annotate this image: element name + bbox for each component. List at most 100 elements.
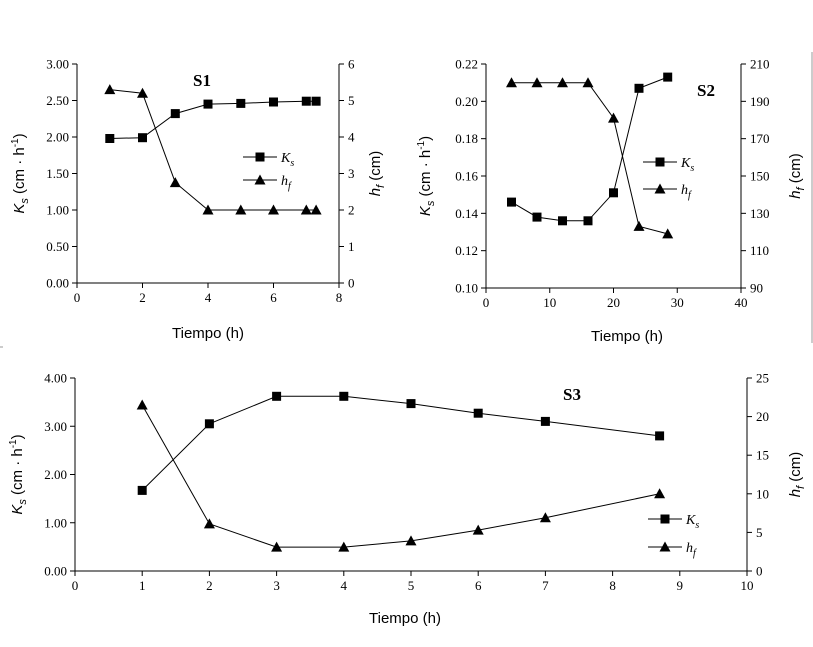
data-point-hf — [472, 524, 484, 535]
data-point-hf — [405, 535, 417, 546]
x-tick-label: 20 — [607, 295, 620, 310]
right-y-tick-label: 20 — [756, 409, 769, 424]
data-point-ks — [236, 98, 246, 108]
right-y-tick-label: 5 — [348, 93, 355, 108]
data-point-ks — [311, 96, 321, 106]
x-tick-label: 8 — [336, 290, 343, 305]
x-tick-label: 5 — [408, 578, 415, 593]
x-tick-label: 40 — [735, 295, 748, 310]
legend-marker-ks — [255, 152, 265, 162]
legend-label-ks: Ks — [680, 156, 694, 174]
x-tick-label: 6 — [475, 578, 482, 593]
series-line-hf — [109, 89, 317, 211]
data-point-hf — [531, 77, 543, 88]
series-line-ks — [511, 76, 668, 222]
x-tick-label: 10 — [543, 295, 556, 310]
chart-title: S1 — [193, 71, 211, 90]
left-y-tick-label: 4.00 — [44, 371, 67, 386]
data-point-hf — [235, 204, 247, 215]
right-y-tick-label: 150 — [750, 169, 770, 184]
left-y-tick-label: 0.20 — [455, 94, 478, 109]
x-tick-label: 3 — [273, 578, 280, 593]
left-y-tick-label: 0.22 — [455, 57, 478, 72]
right-y-tick-label: 5 — [756, 525, 763, 540]
right-y-axis-label: hf (cm) — [787, 153, 807, 199]
x-tick-label: 9 — [677, 578, 684, 593]
data-point-ks — [301, 96, 311, 106]
right-y-tick-label: 110 — [750, 243, 769, 258]
left-y-tick-label: 1.50 — [46, 166, 69, 181]
series-line-ks — [109, 100, 317, 139]
panel-s3: 0 1 2 3 4 5 6 7 8 9 10 0.00 1.00 2.00 3.00 4.00 0 5 10 15 20… — [8, 371, 807, 628]
left-y-tick-label: 0.10 — [455, 281, 478, 296]
data-point-hf — [169, 177, 181, 188]
legend-label-hf: hf — [686, 541, 697, 559]
right-y-tick-label: 0 — [348, 276, 355, 291]
x-tick-label: 1 — [139, 578, 146, 593]
data-point-hf — [268, 204, 279, 215]
right-y-tick-label: 90 — [750, 281, 763, 296]
x-axis-label: Tiempo (h) — [369, 610, 441, 627]
data-point-hf — [557, 77, 568, 88]
left-y-tick-label: 3.00 — [44, 419, 67, 434]
chart-title: S3 — [563, 385, 581, 404]
data-point-ks — [540, 416, 550, 426]
left-y-axis-label: Ks (cm · h-1) — [10, 133, 31, 213]
series-line-hf — [511, 82, 668, 235]
left-y-tick-label: 2.50 — [46, 93, 69, 108]
x-tick-label: 10 — [741, 578, 754, 593]
data-point-hf — [203, 518, 215, 529]
data-point-ks — [507, 197, 516, 207]
x-tick-label: 7 — [542, 578, 549, 593]
legend-label-ks: Ks — [280, 151, 294, 169]
data-point-hf — [654, 488, 666, 499]
left-y-tick-label: 0.16 — [455, 169, 478, 184]
data-point-hf — [271, 541, 283, 552]
x-tick-label: 8 — [609, 578, 616, 593]
data-point-hf — [506, 77, 517, 88]
legend-label-ks: Ks — [685, 513, 699, 531]
x-tick-label: 0 — [72, 578, 79, 593]
legend-marker-hf — [654, 183, 666, 194]
x-axis-label: Tiempo (h) — [591, 328, 663, 345]
data-point-hf — [633, 220, 645, 231]
right-y-axis-label: hf (cm) — [367, 151, 387, 197]
left-y-axis-label: Ks (cm · h-1) — [416, 136, 437, 216]
right-y-tick-label: 6 — [348, 57, 355, 72]
data-point-ks — [532, 212, 542, 222]
right-y-tick-label: 170 — [750, 131, 770, 146]
left-y-tick-label: 0.50 — [46, 239, 69, 254]
data-point-ks — [170, 109, 180, 119]
right-y-tick-label: 0 — [756, 564, 763, 579]
data-point-ks — [634, 83, 644, 93]
data-point-hf — [338, 541, 350, 552]
right-y-tick-label: 10 — [756, 486, 769, 501]
data-point-hf — [539, 512, 551, 523]
data-point-ks — [105, 134, 115, 143]
left-y-tick-label: 0.12 — [455, 243, 478, 258]
data-point-hf — [300, 204, 312, 215]
x-tick-label: 2 — [139, 290, 146, 305]
left-y-tick-label: 0.00 — [44, 564, 67, 579]
data-point-hf — [137, 87, 148, 98]
legend-marker-ks — [655, 157, 665, 167]
data-point-ks — [272, 391, 282, 401]
legend-marker-hf — [254, 174, 266, 185]
legend-marker-ks — [660, 514, 670, 524]
data-point-ks — [558, 216, 567, 226]
right-y-tick-label: 190 — [750, 94, 770, 109]
legend-label-hf: hf — [681, 183, 692, 201]
right-y-tick-label: 130 — [750, 206, 770, 221]
right-y-tick-label: 25 — [756, 371, 769, 386]
left-y-axis-label: Ks (cm · h-1) — [8, 434, 29, 514]
data-point-ks — [339, 391, 349, 401]
legend-label-hf: hf — [281, 174, 292, 192]
left-y-tick-label: 3.00 — [46, 57, 69, 72]
x-tick-label: 0 — [483, 295, 490, 310]
right-y-tick-label: 1 — [348, 239, 355, 254]
data-point-ks — [406, 399, 416, 409]
x-tick-label: 4 — [341, 578, 348, 593]
series-line-hf — [141, 404, 660, 548]
left-y-tick-label: 2.00 — [44, 467, 67, 482]
